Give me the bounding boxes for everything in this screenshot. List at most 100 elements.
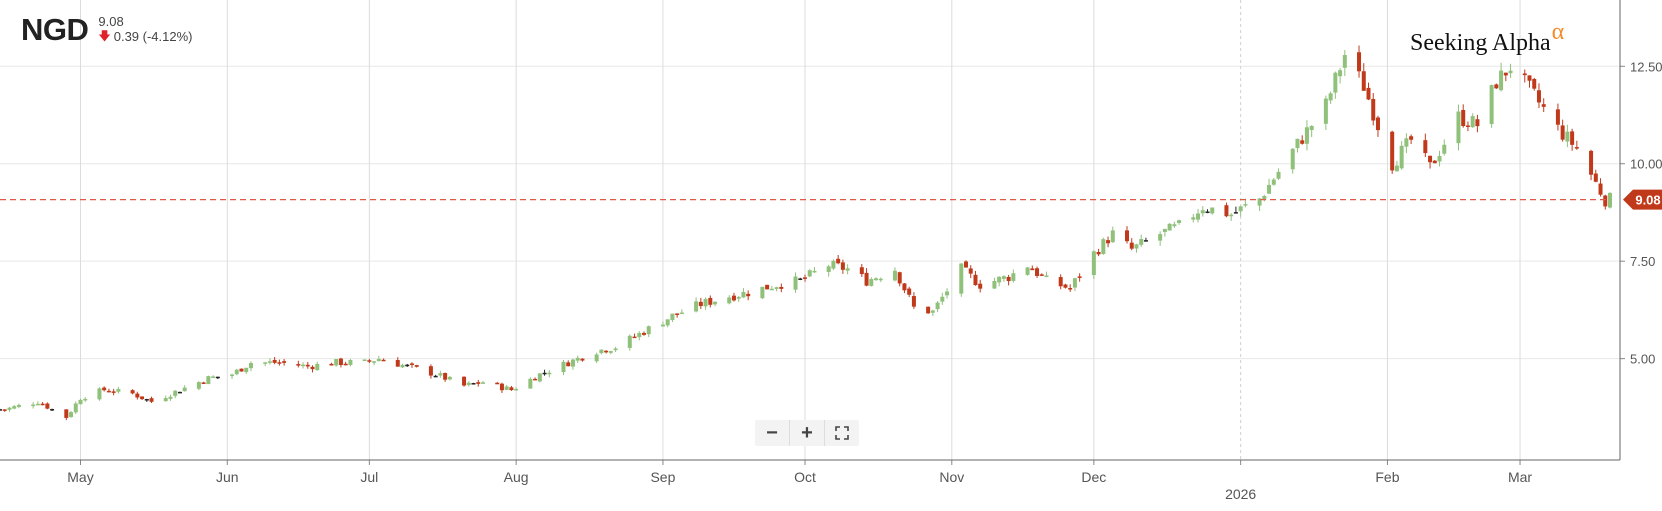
candle-body xyxy=(144,399,149,401)
candle-body xyxy=(1300,140,1305,144)
candle-body xyxy=(1063,284,1068,288)
candle xyxy=(1143,237,1148,242)
candle-body xyxy=(1210,207,1215,214)
candle xyxy=(741,288,746,298)
candle xyxy=(1162,228,1167,237)
candle xyxy=(466,381,471,387)
candle xyxy=(1039,273,1044,276)
candle-body xyxy=(405,364,410,367)
candle xyxy=(1295,138,1300,153)
candle-body xyxy=(869,279,874,286)
candle-body xyxy=(400,364,405,368)
candle xyxy=(168,394,173,401)
x-tick-label: Aug xyxy=(504,469,529,485)
candle-body xyxy=(409,363,414,365)
candle-body xyxy=(1598,183,1603,195)
candle-body xyxy=(1295,138,1300,149)
candle xyxy=(509,385,514,391)
candle xyxy=(409,362,414,368)
candle xyxy=(945,288,950,299)
candle-body xyxy=(462,376,467,386)
candle xyxy=(31,402,36,409)
candle xyxy=(338,357,343,368)
candle xyxy=(1560,119,1565,142)
candle-body xyxy=(793,276,798,290)
candle-body xyxy=(968,268,973,274)
candle-body xyxy=(83,398,88,401)
candle-body xyxy=(447,376,452,380)
candle xyxy=(779,283,784,293)
candle-body xyxy=(1224,205,1229,217)
candle-body xyxy=(930,310,935,313)
candle-body xyxy=(840,262,845,270)
candle-body xyxy=(1522,73,1527,76)
candle-body xyxy=(836,258,841,264)
candle-body xyxy=(263,362,268,364)
candle-body xyxy=(102,387,107,391)
candle-body xyxy=(1267,184,1272,194)
candle xyxy=(334,358,339,367)
candle xyxy=(16,403,21,409)
candle-layer xyxy=(0,45,1612,421)
candle xyxy=(845,264,850,275)
candle-body xyxy=(376,358,381,362)
candle-body xyxy=(959,263,964,294)
candle-body xyxy=(1011,273,1016,281)
candle xyxy=(1309,125,1314,137)
candle xyxy=(73,401,78,415)
candle xyxy=(1475,114,1480,133)
candle xyxy=(1390,130,1395,174)
x-tick-label: Sep xyxy=(650,469,675,485)
candle xyxy=(1555,103,1560,131)
fullscreen-button[interactable] xyxy=(825,420,859,446)
candle xyxy=(1025,266,1030,276)
candle xyxy=(206,375,211,385)
candle-body xyxy=(277,362,282,364)
zoom-out-button[interactable]: − xyxy=(755,420,790,446)
candle-body xyxy=(1323,98,1328,124)
candle xyxy=(1125,226,1129,244)
candle xyxy=(1522,69,1527,83)
candle-body xyxy=(736,297,741,299)
candle-body xyxy=(1091,251,1096,276)
candle-body xyxy=(206,376,211,385)
candle-body xyxy=(438,373,443,376)
candle xyxy=(1394,160,1399,172)
zoom-in-button[interactable]: + xyxy=(790,420,825,446)
candle-body xyxy=(239,368,244,372)
candle xyxy=(637,331,642,341)
candle xyxy=(0,408,2,411)
candle xyxy=(1300,135,1305,145)
candle xyxy=(263,361,268,367)
down-arrow-icon: 🡇 xyxy=(98,29,111,43)
candle-body xyxy=(798,278,803,280)
candle-body xyxy=(329,363,334,366)
x-tick-label: May xyxy=(67,469,93,485)
candle-body xyxy=(1361,71,1366,91)
candle xyxy=(234,368,239,376)
candle xyxy=(1598,178,1603,197)
candle-body xyxy=(1158,234,1163,241)
candle xyxy=(1532,77,1537,91)
candle xyxy=(272,357,277,365)
candle-body xyxy=(301,364,306,367)
candle xyxy=(736,295,741,302)
current-price-tag xyxy=(1623,189,1662,210)
candle-body xyxy=(196,382,201,389)
candle-body xyxy=(1589,150,1594,175)
candle-body xyxy=(1096,251,1101,255)
candle-body xyxy=(182,387,187,392)
candle xyxy=(1494,83,1499,89)
candle-body xyxy=(476,382,481,384)
candle xyxy=(1489,84,1494,128)
candle xyxy=(613,346,618,352)
candle-body xyxy=(660,324,665,327)
candle xyxy=(1072,277,1077,292)
candle-body xyxy=(1338,70,1343,77)
candle xyxy=(992,277,997,289)
candle xyxy=(1338,67,1343,84)
candle xyxy=(869,277,874,287)
candle xyxy=(1058,274,1063,290)
